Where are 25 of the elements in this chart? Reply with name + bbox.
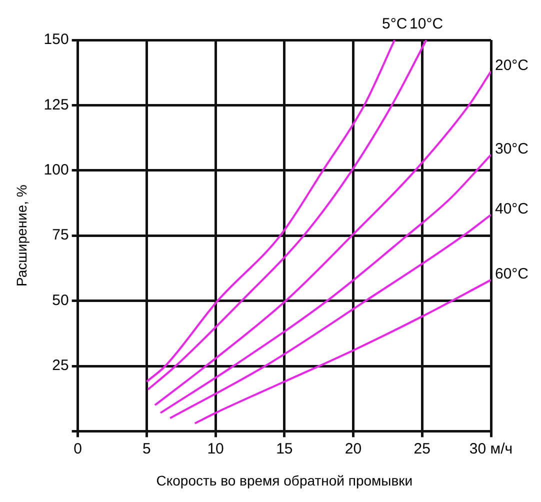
line-series <box>154 70 491 406</box>
y-tick-label: 100 <box>44 162 69 179</box>
y-axis-title: Расширение, % <box>13 184 30 287</box>
line-series <box>159 154 491 414</box>
series-label: 30°C <box>495 140 529 158</box>
y-tick-label: 150 <box>44 31 69 48</box>
x-axis-title: Скорость во время обратной промывки <box>156 472 413 488</box>
x-tick-label: 10 <box>207 440 224 458</box>
x-tick-label: 20 <box>344 440 362 458</box>
x-tick-label: 15 <box>276 440 293 458</box>
y-tick-label: 125 <box>44 96 69 114</box>
y-tick-label: 25 <box>52 357 69 374</box>
x-tick-label: 0 <box>74 440 82 458</box>
series-label: 60°C <box>495 266 529 283</box>
x-tick-label: 5 <box>142 440 151 458</box>
x-tick-label: 30 м/ч <box>469 440 513 458</box>
line-series <box>169 214 491 420</box>
series-label: 5°C <box>382 16 408 33</box>
series-label: 20°C <box>495 56 529 74</box>
y-tick-label: 50 <box>52 292 69 309</box>
x-tick-label: 25 <box>414 440 430 458</box>
line-series <box>194 278 491 424</box>
series-label: 10°C <box>410 16 444 33</box>
y-tick-label: 75 <box>52 226 69 244</box>
series-label: 40°C <box>495 200 529 218</box>
